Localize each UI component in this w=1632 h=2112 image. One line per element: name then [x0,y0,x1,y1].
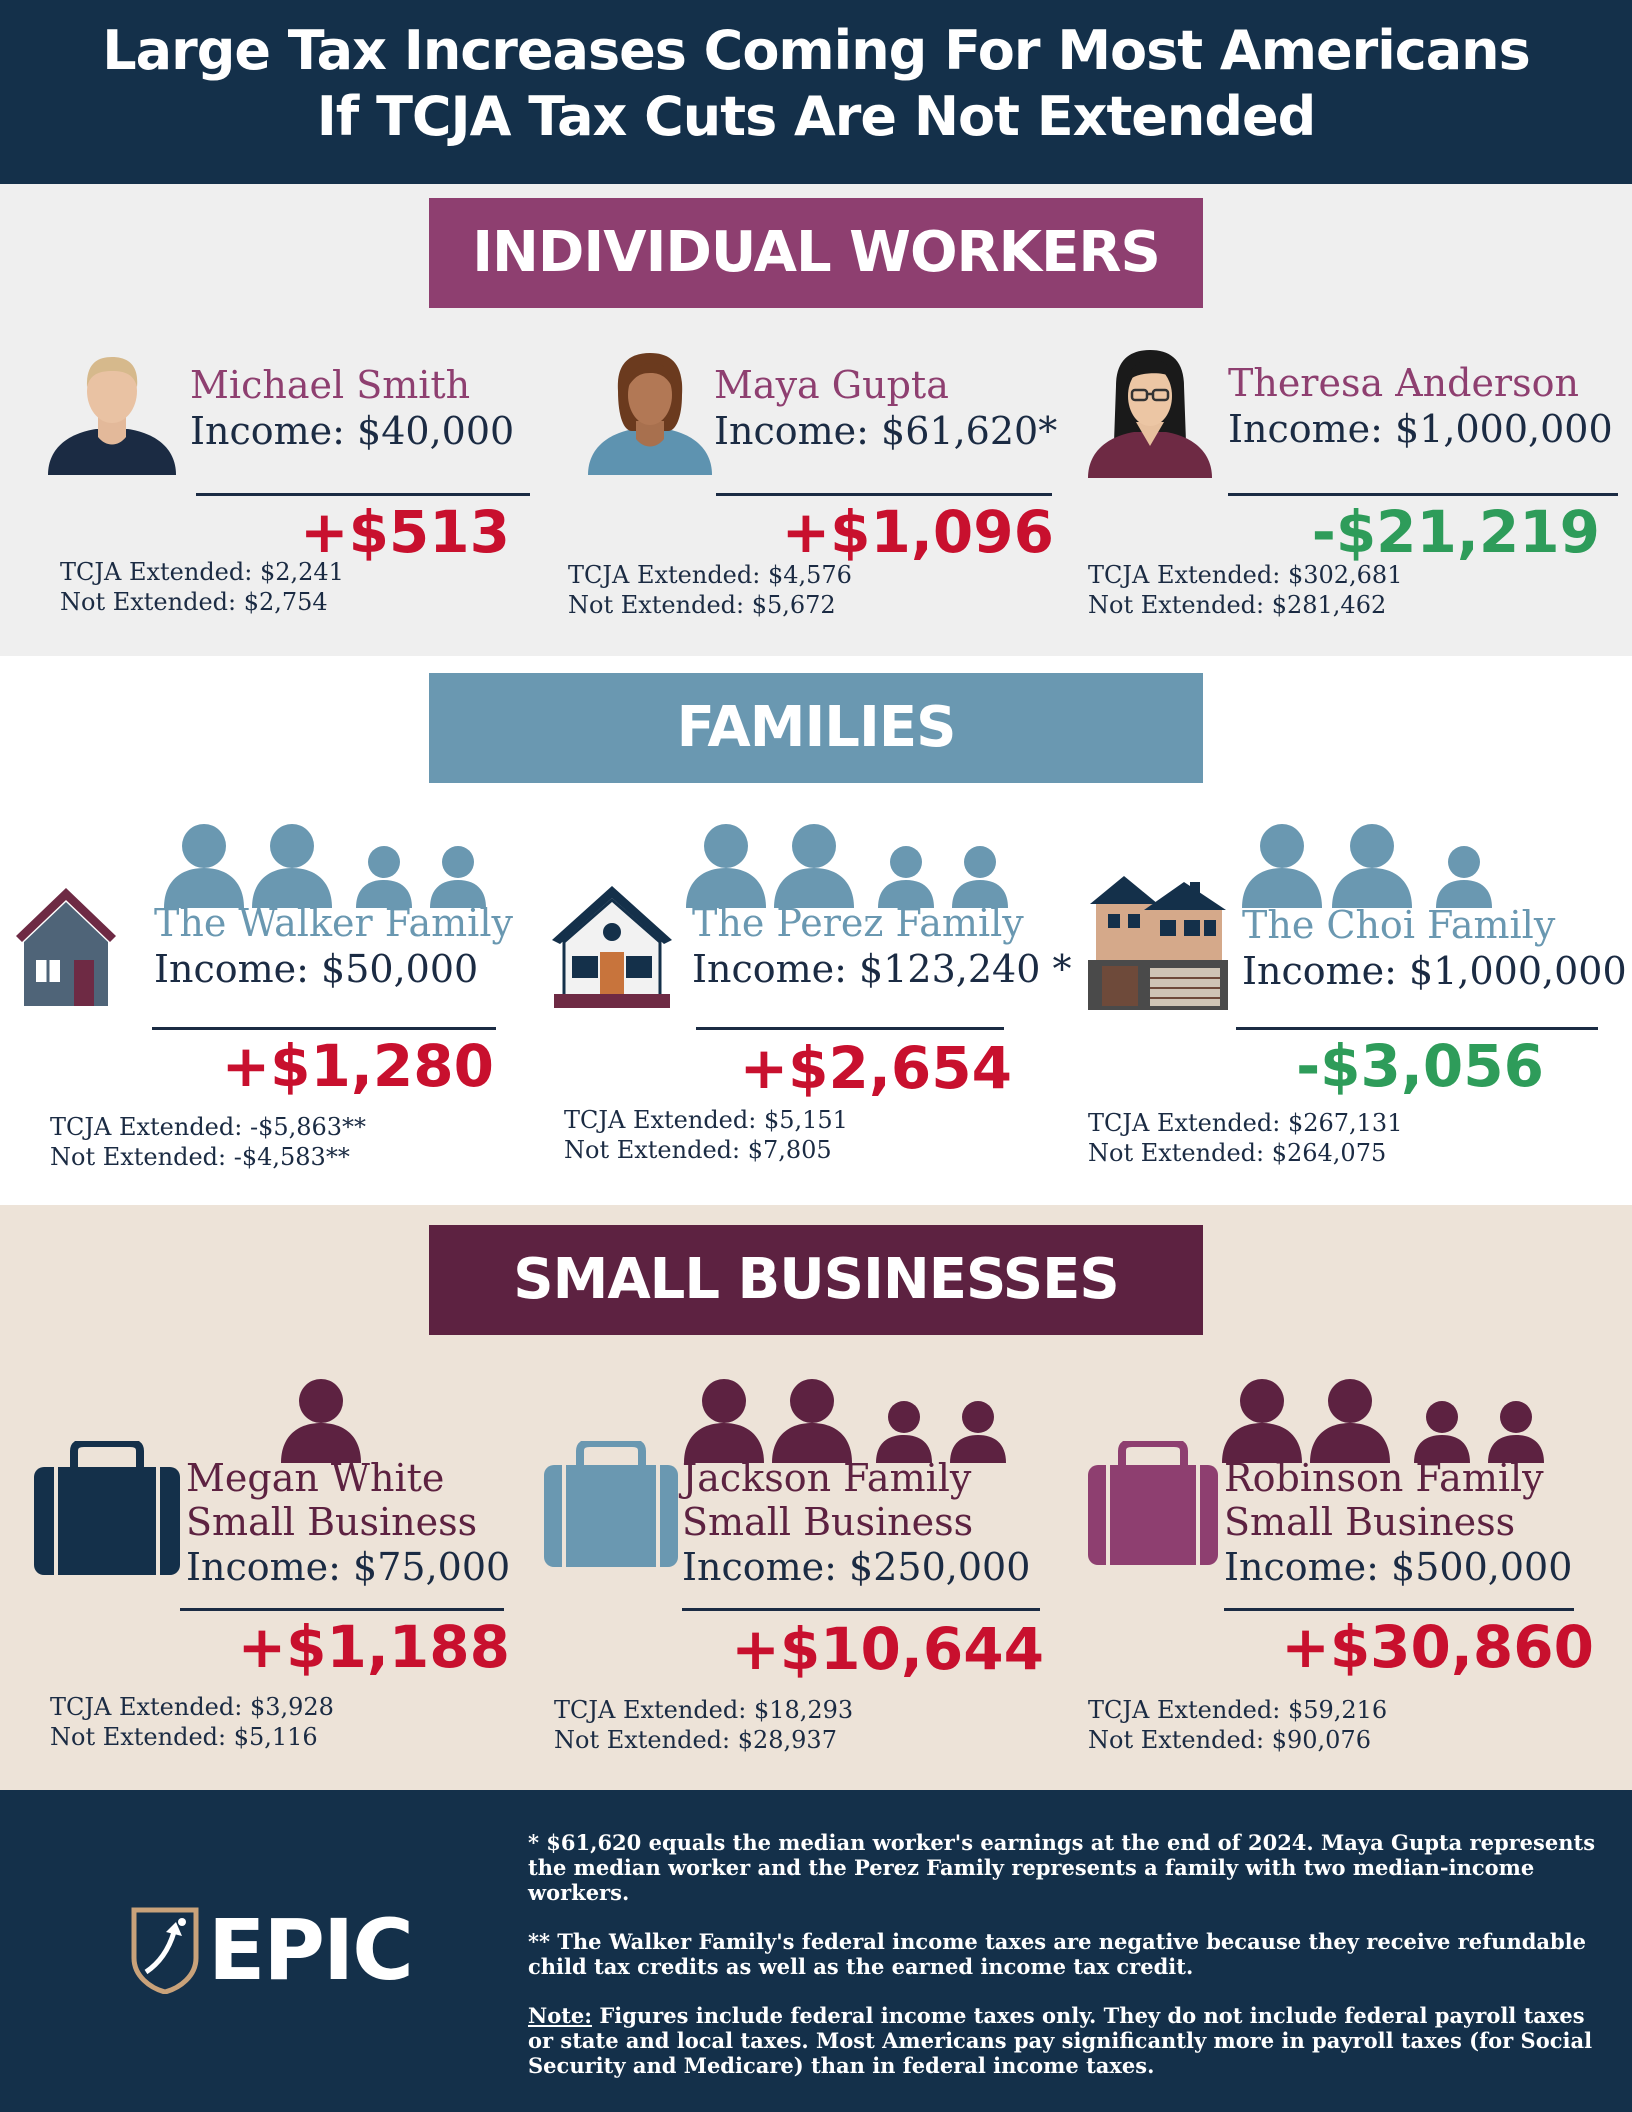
tcja-extended-value: TCJA Extended: $302,681 [1088,561,1403,589]
note-label: Note: [528,2003,593,2028]
small-businesses-section: SMALL BUSINESSES Megan White Small Busin… [0,1205,1632,1790]
tcja-extended-value: TCJA Extended: -$5,863** [50,1113,367,1141]
business-income: Income: $500,000 [1224,1545,1573,1589]
family-card-perez: The Perez Family Income: $123,240 * +$2,… [544,656,1088,1205]
family-of-four-icon [684,1379,1006,1463]
business-type: Small Business [682,1500,974,1544]
footnote-median-worker: * $61,620 equals the median worker's ear… [528,1830,1596,1905]
family-name: The Walker Family [154,901,513,945]
tcja-extended-value: TCJA Extended: $5,151 [564,1106,848,1134]
divider [1224,1608,1574,1611]
tax-change: +$1,096 [781,498,1054,566]
logo-text: EPIC [208,1901,414,1999]
not-extended-value: Not Extended: $5,672 [568,591,836,619]
footnote-scope: Note: Figures include federal income tax… [528,2003,1598,2078]
family-income: Income: $1,000,000 [1242,949,1627,993]
family-of-four-icon [1222,1379,1544,1463]
business-type: Small Business [186,1500,478,1544]
divider [196,493,530,496]
family-name: The Perez Family [692,901,1024,945]
woman-with-glasses-avatar-icon [1088,350,1212,478]
business-type: Small Business [1224,1500,1516,1544]
tcja-extended-value: TCJA Extended: $3,928 [50,1693,334,1721]
tax-change: +$1,188 [237,1613,510,1681]
tax-change: -$3,056 [1296,1032,1544,1100]
family-income: Income: $50,000 [154,947,479,991]
divider [180,1608,504,1611]
business-name: Jackson Family [682,1456,972,1500]
not-extended-value: Not Extended: $281,462 [1088,591,1387,619]
not-extended-value: Not Extended: $5,116 [50,1723,318,1751]
worker-income: Income: $40,000 [190,409,515,453]
divider [1236,1027,1598,1030]
page-title-line2: If TCJA Tax Cuts Are Not Extended [316,85,1317,148]
tax-change: +$30,860 [1281,1613,1594,1681]
worker-card-michael-smith: Michael Smith Income: $40,000 +$513 TCJA… [0,184,544,656]
person-icon [281,1379,361,1463]
divider [152,1027,496,1030]
not-extended-value: Not Extended: -$4,583** [50,1143,350,1171]
family-of-four-icon [686,824,1008,908]
business-income: Income: $250,000 [682,1545,1031,1589]
tax-change: +$10,644 [731,1615,1044,1683]
worker-card-theresa-anderson: Theresa Anderson Income: $1,000,000 -$21… [1088,184,1632,656]
not-extended-value: Not Extended: $264,075 [1088,1139,1387,1167]
divider [716,493,1052,496]
business-card-megan-white: Megan White Small Business Income: $75,0… [0,1205,544,1790]
not-extended-value: Not Extended: $28,937 [554,1726,837,1754]
family-card-walker: The Walker Family Income: $50,000 +$1,28… [0,656,544,1205]
worker-name: Maya Gupta [714,363,949,407]
divider [682,1608,1040,1611]
individual-workers-banner: INDIVIDUAL WORKERS [429,198,1203,308]
note-text: Figures include federal income taxes onl… [528,2003,1593,2078]
business-card-robinson-family: Robinson Family Small Business Income: $… [1088,1205,1632,1790]
families-banner: FAMILIES [429,673,1203,783]
suburban-house-icon [552,886,672,1008]
worker-name: Michael Smith [190,363,471,407]
not-extended-value: Not Extended: $90,076 [1088,1726,1371,1754]
large-house-icon [1088,876,1228,1010]
worker-name: Theresa Anderson [1228,361,1579,405]
footnote-walker-family: ** The Walker Family's federal income ta… [528,1929,1587,1979]
family-of-three-icon [1242,824,1492,908]
small-house-icon [16,888,116,1006]
divider [1228,493,1618,496]
worker-income: Income: $61,620* [714,409,1058,453]
not-extended-value: Not Extended: $7,805 [564,1136,832,1164]
tcja-extended-value: TCJA Extended: $59,216 [1088,1696,1388,1724]
briefcase-icon [544,1441,678,1567]
family-name: The Choi Family [1242,903,1556,947]
tcja-extended-value: TCJA Extended: $2,241 [60,558,344,586]
tcja-extended-value: TCJA Extended: $267,131 [1088,1109,1403,1137]
footer: EPIC * $61,620 equals the median worker'… [0,1790,1632,2112]
business-name: Megan White [186,1456,445,1500]
worker-income: Income: $1,000,000 [1228,407,1613,451]
family-income: Income: $123,240 * [692,947,1072,991]
families-section: FAMILIES The Walker Family Income: $50,0… [0,656,1632,1205]
tax-change: +$2,654 [739,1034,1012,1102]
business-income: Income: $75,000 [186,1545,511,1589]
not-extended-value: Not Extended: $2,754 [60,588,328,616]
family-card-choi: The Choi Family Income: $1,000,000 -$3,0… [1088,656,1632,1205]
tcja-extended-value: TCJA Extended: $18,293 [554,1696,854,1724]
worker-card-maya-gupta: Maya Gupta Income: $61,620* +$1,096 TCJA… [544,184,1088,656]
page-header: Large Tax Increases Coming For Most Amer… [0,0,1632,184]
individual-workers-section: INDIVIDUAL WORKERS Michael Smith Income:… [0,184,1632,656]
small-businesses-banner: SMALL BUSINESSES [429,1225,1203,1335]
page-title-line1: Large Tax Increases Coming For Most Amer… [102,19,1531,82]
family-of-four-icon [164,824,486,908]
tax-change: +$513 [299,498,510,566]
man-avatar-icon [48,357,176,475]
business-name: Robinson Family [1224,1456,1544,1500]
briefcase-icon [1088,1441,1218,1565]
tcja-extended-value: TCJA Extended: $4,576 [568,561,852,589]
briefcase-icon [34,1441,180,1575]
tax-change: +$1,280 [221,1032,494,1100]
tax-change: -$21,219 [1311,498,1600,566]
business-card-jackson-family: Jackson Family Small Business Income: $2… [544,1205,1088,1790]
shield-arrow-icon [131,1907,199,1994]
divider [696,1027,1004,1030]
woman-avatar-icon [588,353,712,475]
footnotes: * $61,620 equals the median worker's ear… [528,1830,1598,2102]
